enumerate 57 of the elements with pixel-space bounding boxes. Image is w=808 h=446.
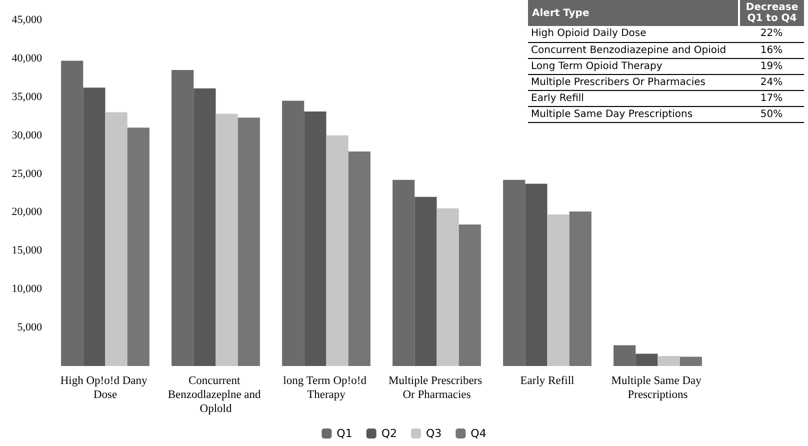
legend-label: Q2 (381, 427, 398, 440)
text: 16% (760, 44, 783, 56)
bar (216, 114, 238, 366)
bar (348, 151, 370, 366)
annotation: Multiple Prescribers Or Pharmacies (528, 74, 739, 90)
legend-label: Q1 (336, 427, 352, 440)
annotation: High Opioid Daily Dose (528, 26, 739, 42)
y-tick-label: 20,000 (12, 206, 42, 218)
annotation: Concurrent Benzodiazepine and Opioid (528, 42, 739, 58)
y-tick-label: 45,000 (12, 14, 42, 26)
bar (304, 112, 326, 366)
bar (326, 135, 348, 366)
bar (525, 184, 548, 366)
bar (238, 118, 260, 366)
bar (569, 211, 592, 366)
legend-label: Q3 (426, 427, 442, 440)
text: 22% (760, 28, 783, 40)
bar (636, 354, 658, 366)
bar (658, 356, 680, 366)
x-tick-label: Early Refill (520, 375, 574, 387)
y-tick-label: 5,000 (17, 322, 42, 334)
bar (436, 208, 459, 366)
text: Alert Type (532, 8, 590, 18)
bar (614, 345, 636, 366)
annotation: Multiple Same Day Prescriptions (528, 106, 739, 122)
text: 50% (760, 108, 783, 120)
bar (61, 60, 84, 366)
text: Decrease Q1 to Q4 (746, 2, 798, 24)
bar (392, 180, 415, 366)
y-tick-label: 40,000 (12, 52, 42, 64)
x-tick-label: long Term Op!o!d Therapy (283, 375, 370, 401)
text: 17% (760, 92, 783, 104)
text: 24% (760, 76, 783, 88)
annotation: Long Term Opioid Therapy (528, 58, 739, 74)
y-tick-label: 30,000 (12, 129, 42, 142)
y-tick-label: 35,000 (12, 90, 42, 103)
x-tick-label: Concurrent Benzodlazeplne and Oplold (168, 375, 264, 415)
bar (547, 214, 570, 366)
bar (83, 88, 106, 366)
bar (194, 88, 216, 366)
annotation: Early Refill (528, 90, 739, 106)
bar (282, 100, 304, 366)
bar (105, 112, 128, 366)
y-tick-label: 15,000 (12, 244, 42, 257)
bar (503, 180, 526, 366)
bar (172, 70, 194, 366)
bar (414, 196, 437, 366)
x-tick-label: High Op!o!d Dany Dose (60, 375, 150, 401)
x-tick-label: Multiple Prescribers Or Pharmacies (388, 375, 485, 401)
bar (127, 128, 150, 366)
y-tick-label: 10,000 (12, 283, 42, 296)
bar (680, 356, 702, 366)
bar (458, 224, 481, 366)
x-tick-label: Multiple Same Day Prescriptions (611, 375, 704, 401)
y-tick-label: 25,000 (12, 168, 42, 180)
text: 19% (760, 60, 783, 72)
legend-label: Q4 (470, 427, 486, 440)
